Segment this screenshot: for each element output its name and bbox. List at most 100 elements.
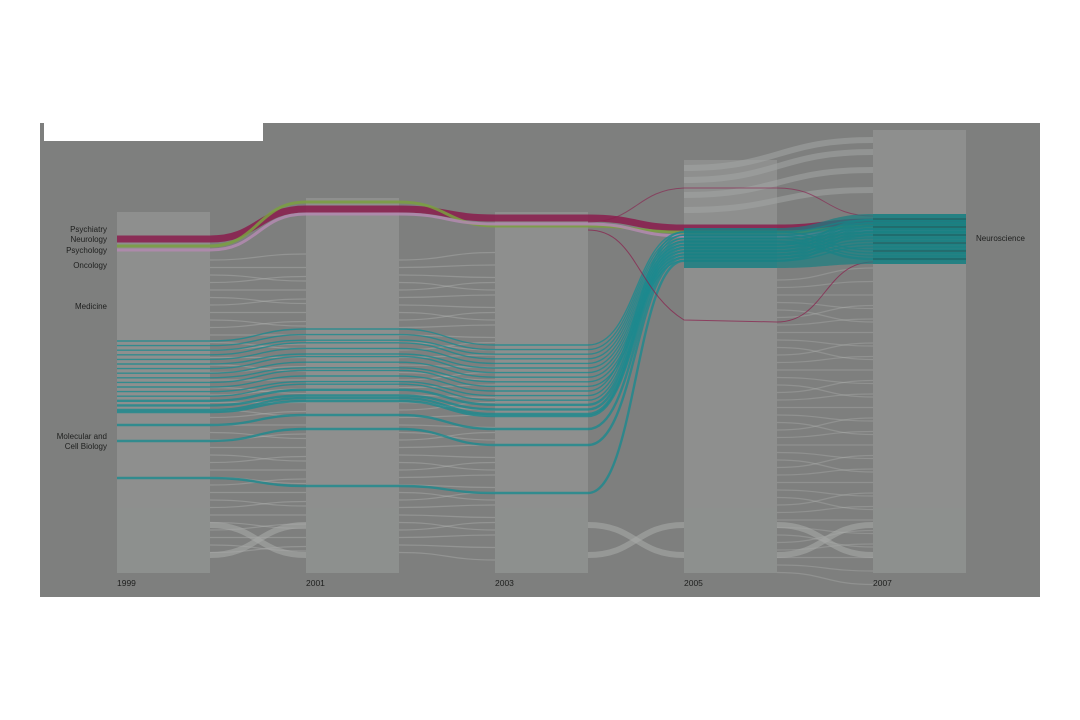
flow-gray [209,320,307,329]
flow-gray [398,264,496,269]
flow-gray [398,294,496,299]
flow-gray [209,274,307,282]
neuroscience-band [777,214,873,268]
flow-gray [776,430,874,439]
flow-gray [398,274,496,279]
flow-gray [398,521,496,531]
flow-gray [398,341,496,351]
label-molecular-cell-biology-line2: Cell Biology [65,442,107,451]
flow-gray [776,454,874,469]
flow-gray [398,424,496,429]
flow-gray [776,376,874,385]
flow-gray [209,455,307,464]
flow-gray [398,281,496,291]
flow-gray [776,414,874,422]
flow-gray [776,393,874,401]
flow-gray [398,251,496,261]
x-tick-2003: 2003 [495,578,514,588]
label-group: Psychiatry Neurology Psychology Oncology… [57,225,1026,451]
flow-gray [209,544,307,552]
x-tick-2007: 2007 [873,578,892,588]
flow-gray [776,339,874,347]
flow-top-band [683,137,874,171]
neuroscience-block-2007 [873,214,966,264]
flow-top-band [683,167,874,198]
flow-gray [398,551,496,561]
column-bottom-block [873,508,966,573]
flow-gray [398,311,496,321]
flow-gray [209,454,307,462]
label-neurology: Neurology [71,235,107,244]
flow-gray [209,499,307,507]
flow-gray [776,459,874,473]
flow-gray [776,309,874,323]
column-bottom-block [495,508,588,573]
flow-gray [776,496,874,511]
label-neuroscience: Neuroscience [976,234,1025,243]
flow-gray [776,267,874,281]
label-oncology: Oncology [73,261,107,270]
flow-gray [776,451,874,460]
flow-maroon-top [587,187,874,223]
flow-gray [776,318,874,326]
flow-gray [776,355,874,364]
flow-gray [209,298,307,306]
flow-top-band [683,149,874,183]
flow-gray [398,454,496,459]
x-tick-1999: 1999 [117,578,136,588]
flow-gray [209,275,307,284]
flow-gray [398,324,496,329]
flow-gray [776,417,874,431]
column-bottom-block [684,508,777,573]
label-psychology: Psychology [66,246,107,255]
flow-gray [776,492,874,506]
x-tick-2001: 2001 [306,578,325,588]
flow-gray [398,491,496,501]
label-psychiatry: Psychiatry [70,225,107,234]
flow-gray [398,534,496,539]
flow-gray [398,384,496,389]
flow-gray [776,564,874,572]
flow-gray [398,371,496,381]
flow-group [117,137,966,586]
label-molecular-cell-biology-line1: Molecular and [57,432,107,441]
flow-cross [209,522,307,558]
flow-gray [776,489,874,497]
title-box [44,123,263,141]
column-bottom-block [117,508,210,573]
flow-gray [209,500,307,509]
flow-gray [776,421,874,436]
flow-gray [776,505,874,514]
flow-gray [776,543,874,551]
flow-maroon-loop [587,229,874,323]
label-medicine: Medicine [75,302,108,311]
x-tick-2005: 2005 [684,578,703,588]
flow-gray [776,280,874,289]
flow-gray [776,571,874,586]
flow-gray [398,544,496,549]
column-block [873,130,966,573]
flow-gray [398,304,496,309]
flow-gray [776,384,874,398]
flow-gray [398,474,496,479]
flow-top-band [683,187,874,213]
neuroscience-block-2005 [684,228,777,268]
flow-gray [398,281,496,291]
x-axis: 1999 2001 2003 2005 2007 [117,578,892,588]
flow-gray [398,311,496,321]
column-bottom-block [306,508,399,573]
flow-gray [776,379,874,394]
flow-gray [776,346,874,361]
flow-gray [209,319,307,327]
flow-gray [776,342,874,356]
flow-gray [398,461,496,471]
flow-gray [398,504,496,509]
flow-gray [209,253,307,261]
flow-cross [587,522,685,558]
flow-gray [209,410,307,419]
flow-gray [776,304,874,319]
flow-gray [398,461,496,471]
flow-gray [776,468,874,476]
flow-gray [398,514,496,519]
